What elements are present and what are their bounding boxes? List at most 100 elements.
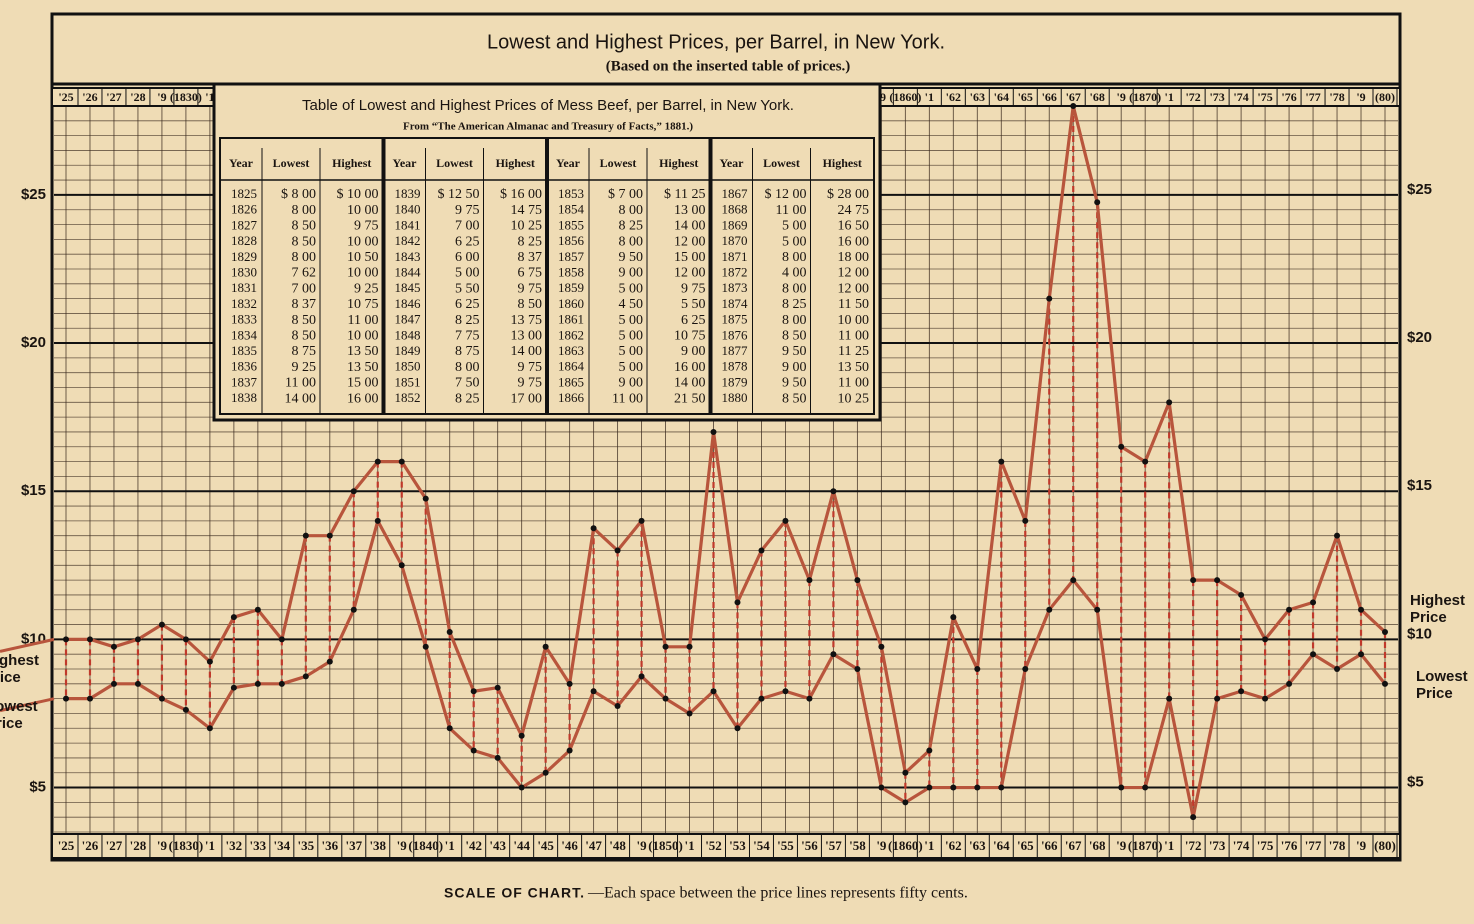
x-tick-label: '1: [445, 838, 455, 853]
point: [110, 643, 117, 650]
point: [806, 695, 813, 702]
table-high: 9 75: [518, 281, 543, 296]
point: [638, 517, 645, 524]
point: [590, 525, 597, 532]
point: [950, 784, 957, 791]
point: [1022, 666, 1029, 673]
point: [686, 643, 693, 650]
table-year: 1870: [722, 233, 748, 248]
table-high: 10 00: [347, 234, 379, 249]
x-tick-label: '77: [1305, 838, 1322, 853]
x-tick-label: '1: [1164, 838, 1174, 853]
x-tick-label-top: '78: [1329, 90, 1344, 104]
table-low: 9 00: [782, 360, 807, 375]
table-year: 1872: [722, 264, 748, 279]
x-tick-label: '34: [274, 838, 291, 853]
point: [1382, 628, 1388, 635]
point: [974, 784, 981, 791]
x-tick-label-top: (1830): [170, 90, 202, 104]
series-line: [66, 519, 1387, 819]
table-low: 11 00: [776, 203, 807, 218]
table-year: 1836: [231, 359, 258, 374]
point: [1022, 517, 1029, 524]
x-tick-label: (1860): [888, 838, 923, 853]
table-year: 1842: [395, 233, 421, 248]
table-year: 1868: [722, 202, 748, 217]
x-tick-label: '38: [369, 838, 386, 853]
table-year: 1838: [231, 390, 257, 405]
table-high: 11 00: [348, 313, 379, 328]
table-high: 14 00: [674, 376, 706, 391]
table-year: 1844: [395, 264, 422, 279]
x-tick-label: '75: [1257, 838, 1274, 853]
x-tick-label-top: '9: [157, 90, 166, 104]
x-tick-label: '65: [1017, 838, 1034, 853]
table-year: 1830: [231, 264, 257, 279]
table-year: 1871: [722, 249, 748, 264]
table-low: 4 50: [619, 297, 644, 312]
table-high: 10 50: [347, 250, 379, 265]
table-high: 12 00: [838, 281, 870, 296]
table-low: 8 25: [782, 297, 807, 312]
table-high: 16 50: [838, 219, 870, 234]
point: [398, 562, 405, 569]
x-tick-label-top: '76: [1281, 90, 1296, 104]
table-year: 1850: [395, 359, 421, 374]
x-tick-label: '73: [1209, 838, 1226, 853]
table-high: $ 16 00: [500, 187, 542, 202]
table-high: 14 00: [511, 344, 543, 359]
y-tick-label: $20: [21, 334, 46, 351]
table-low: 9 00: [619, 376, 644, 391]
table-year: 1865: [558, 374, 584, 389]
x-tick-label: '9: [157, 838, 168, 853]
point: [1238, 688, 1245, 695]
table-year: 1827: [231, 217, 258, 232]
table-low: 9 00: [619, 266, 644, 281]
table-year: 1831: [231, 280, 257, 295]
point: [1190, 814, 1197, 821]
table-high: 14 00: [674, 219, 706, 234]
point: [350, 606, 357, 613]
point: [806, 577, 813, 584]
table-year: 1875: [722, 312, 748, 327]
table-high: 9 75: [518, 376, 543, 391]
point: [830, 651, 837, 658]
table-col-header: Year: [720, 156, 745, 170]
x-tick-label-top: '77: [1305, 90, 1320, 104]
x-tick-label-top: '75: [1257, 90, 1272, 104]
y-tick-label-right: $25: [1407, 181, 1432, 198]
table-low: 8 00: [782, 250, 807, 265]
table-low: 6 25: [455, 234, 480, 249]
series-lead: [0, 637, 55, 653]
point: [374, 517, 381, 524]
x-tick-label-top: '72: [1185, 90, 1200, 104]
point: [278, 680, 285, 687]
x-tick-label: '76: [1281, 838, 1298, 853]
point: [1166, 399, 1173, 406]
table-col-header: Highest: [659, 156, 698, 170]
table-low: 8 75: [455, 344, 480, 359]
table-high: 6 25: [681, 313, 706, 328]
point: [1238, 591, 1245, 598]
x-tick-label: '27: [106, 838, 123, 853]
table-high: 14 75: [511, 203, 543, 218]
x-tick-label: '1: [205, 838, 215, 853]
table-high: 16 00: [838, 234, 870, 249]
table-low: 14 00: [285, 391, 317, 406]
point: [1070, 103, 1077, 109]
table-year: 1880: [722, 390, 748, 405]
table-low: 9 25: [292, 360, 317, 375]
table-year: 1848: [395, 327, 421, 342]
x-tick-label: '35: [298, 838, 315, 853]
table-year: 1855: [558, 217, 584, 232]
table-high: 11 00: [838, 329, 869, 344]
table-low: $ 8 00: [281, 187, 316, 202]
table-high: 15 00: [347, 376, 379, 391]
point: [782, 517, 789, 524]
table-high: 10 00: [838, 313, 870, 328]
chart-title: Lowest and Highest Prices, per Barrel, i…: [487, 31, 945, 53]
table-year: 1862: [558, 327, 584, 342]
y-tick-label: $15: [21, 482, 46, 499]
point: [374, 458, 381, 465]
point: [302, 532, 309, 539]
